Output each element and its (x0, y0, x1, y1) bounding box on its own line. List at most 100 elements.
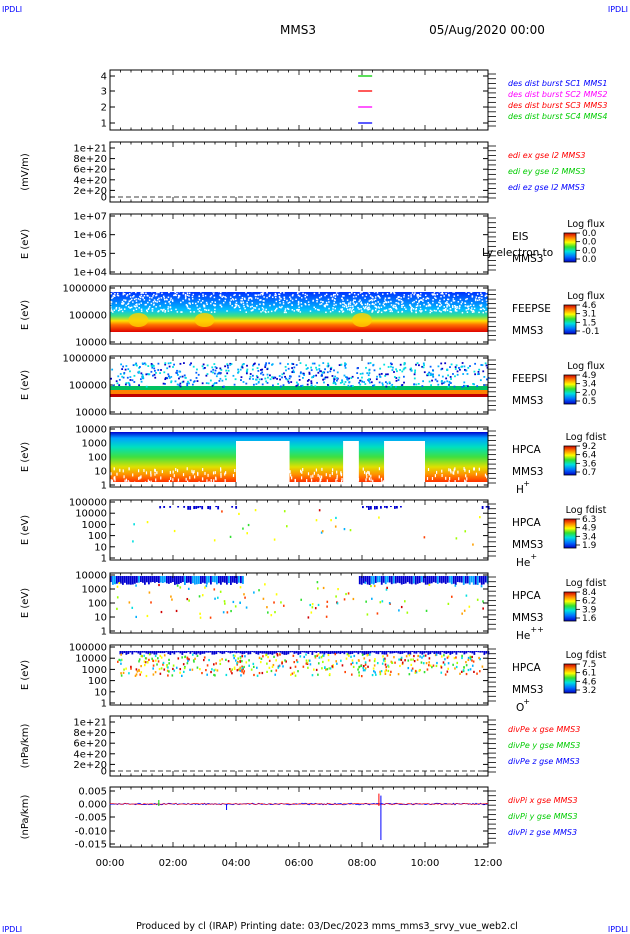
hpca_hepp-point (170, 595, 172, 598)
hpca_o-cell (269, 651, 272, 655)
feepse-gap (417, 296, 419, 299)
footer-text: Produced by cl (IRAP) Printing date: 03/… (136, 921, 518, 932)
feepsi-point (473, 383, 475, 386)
feepse-gap (185, 296, 187, 299)
hpca_o-colorbar-label: 4.6 (582, 677, 597, 687)
hpca_o-point (412, 658, 415, 661)
feepsi-point (415, 383, 418, 386)
feepse-gap (363, 307, 366, 310)
feepse-gap (111, 310, 113, 312)
feepse-gap (416, 294, 418, 296)
hpca_o-cell (205, 651, 208, 653)
feepse-gap (180, 311, 182, 313)
feepsi-point (141, 373, 144, 376)
hpca_hepp-point (274, 611, 276, 614)
feepsi-point (295, 364, 298, 366)
feepse-gap (123, 299, 125, 301)
hpca_he-point (472, 543, 474, 546)
hpca_o-point (144, 661, 147, 664)
feepse-gap (127, 302, 130, 304)
feepse-gap (331, 298, 334, 300)
hpca-h-gap (331, 471, 333, 475)
feepse-gap (482, 307, 484, 310)
hpca-h-gap (365, 472, 367, 476)
feepse-gap (343, 295, 345, 297)
feepse-gap (486, 301, 488, 304)
hpca_o-cell (289, 651, 292, 653)
feepse-colorbar (563, 304, 577, 335)
hpca_o-cell (459, 651, 462, 653)
hpca_o-cell (147, 651, 150, 655)
feepsi-point (229, 363, 232, 366)
feepse-gap (142, 297, 144, 299)
feepsi-point (456, 370, 459, 373)
feepse-gap (415, 307, 418, 310)
hpca_o-point (355, 661, 358, 665)
hpca-h-gap (212, 471, 215, 475)
hpca_hepp-cell (450, 576, 453, 585)
feepse-gap (145, 292, 147, 295)
hpca_o-point (305, 653, 307, 656)
feepsi-point (213, 382, 216, 385)
feepse-gap (135, 297, 137, 300)
feepse-gap (196, 305, 198, 307)
hpca_o-point (293, 671, 295, 674)
hpca_hepp-cell (232, 576, 234, 583)
feepsi-point (264, 377, 267, 380)
hpca_o-point (428, 661, 430, 664)
hpca_he-cell (199, 506, 202, 508)
feepse-gap (150, 302, 153, 305)
hpca_o-point (122, 671, 125, 674)
feepsi-point (260, 369, 262, 371)
hpca_o-cell (231, 651, 234, 653)
feepsi-point (385, 381, 387, 384)
feepse-gap (203, 305, 205, 308)
hpca-h-gap (386, 474, 389, 478)
feepse-gap (333, 290, 335, 292)
feepsi-point (219, 377, 222, 380)
feepsi-point (173, 363, 175, 366)
hpca-h-gap (148, 480, 151, 484)
feepsi-point (183, 362, 185, 364)
hpca-h-gap (155, 478, 157, 482)
hpca_o-cell (249, 651, 252, 655)
feepse-gap (393, 306, 395, 309)
feepse-gap (158, 310, 160, 312)
feepsi-point (350, 385, 353, 387)
hpca_o-point (364, 669, 366, 672)
feepse-gap (241, 298, 244, 301)
edi-ytick-label: 1e+21 (73, 144, 107, 155)
feepse-gap (124, 299, 127, 301)
feepsi-point (278, 375, 281, 377)
hpca_hepp-cell (158, 576, 160, 584)
hpca_hepp-cell (116, 576, 118, 584)
feepse-gap (146, 310, 149, 313)
feepse-gap (218, 298, 221, 301)
hpca-h-gap (416, 480, 419, 484)
feepse-ylabel: E (eV) (20, 300, 31, 330)
feepse-gap (120, 308, 123, 310)
hpca_hepp-point (465, 594, 468, 597)
feepsi-point (361, 376, 363, 379)
feepse-gap (256, 304, 258, 307)
feepsi-point (413, 383, 415, 386)
hpca_hepp-ylabel: E (eV) (20, 588, 31, 618)
feepsi-point (271, 363, 274, 366)
feepse-gap (232, 299, 235, 301)
hpca_o-point (379, 673, 382, 676)
hpca_o-cell (275, 651, 278, 654)
feepse-gap (161, 309, 164, 311)
eis-colorbar-label: 0.0 (582, 246, 597, 256)
feepsi-point (312, 374, 315, 377)
feepse-gap (472, 304, 475, 307)
hpca_o-point (469, 668, 472, 671)
hpca_o-point (191, 668, 194, 671)
hpca_o-cell (159, 651, 162, 654)
hpca_o-point (256, 674, 259, 677)
hpca-h-gap (391, 469, 394, 473)
feepsi-point (481, 364, 484, 367)
hpca_o-cell (391, 651, 394, 654)
feepse-gap (166, 298, 168, 301)
hpca_o-point (345, 657, 348, 660)
hpca-h-gap (249, 482, 252, 486)
